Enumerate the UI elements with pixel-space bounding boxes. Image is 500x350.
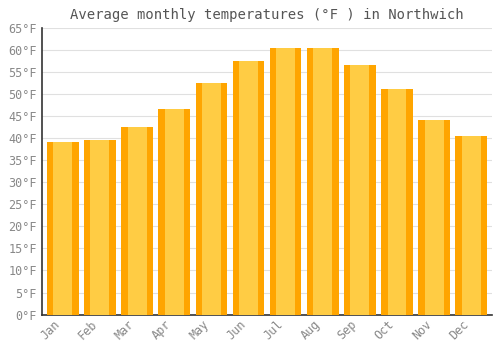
Bar: [202, 83, 221, 315]
Bar: [381, 90, 413, 315]
Bar: [418, 120, 450, 315]
Bar: [47, 142, 78, 315]
Bar: [344, 65, 376, 315]
Bar: [239, 61, 258, 315]
Bar: [350, 65, 370, 315]
Bar: [270, 48, 302, 315]
Bar: [196, 83, 227, 315]
Bar: [456, 136, 487, 315]
Bar: [54, 142, 72, 315]
Bar: [158, 109, 190, 315]
Bar: [276, 48, 295, 315]
Bar: [164, 109, 184, 315]
Bar: [84, 140, 116, 315]
Bar: [462, 136, 480, 315]
Bar: [122, 127, 153, 315]
Title: Average monthly temperatures (°F ) in Northwich: Average monthly temperatures (°F ) in No…: [70, 8, 464, 22]
Bar: [90, 140, 110, 315]
Bar: [314, 48, 332, 315]
Bar: [424, 120, 444, 315]
Bar: [388, 90, 406, 315]
Bar: [232, 61, 264, 315]
Bar: [307, 48, 338, 315]
Bar: [128, 127, 146, 315]
